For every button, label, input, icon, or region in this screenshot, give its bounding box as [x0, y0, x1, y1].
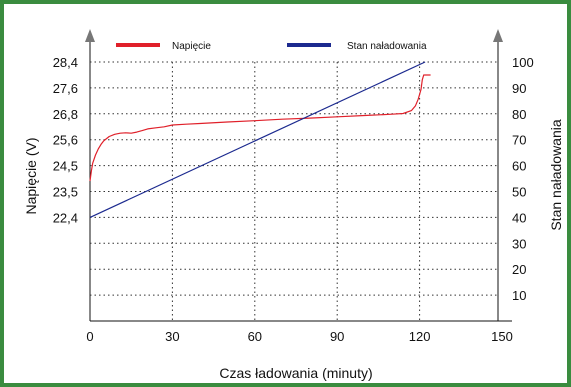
- y-right-tick-label: 90: [512, 81, 526, 96]
- y-right-tick-label: 10: [512, 288, 526, 303]
- y-right-tick-label: 30: [512, 236, 526, 251]
- y-right-tick-label: 70: [512, 133, 526, 148]
- y-left-tick-label: 25,6: [53, 133, 78, 148]
- left-axis-arrow: [85, 29, 95, 42]
- series: [89, 61, 431, 218]
- y-right-tick-label: 80: [512, 107, 526, 122]
- y-left-tick-label: 24,5: [53, 159, 78, 174]
- series-line-napiecie: [89, 74, 431, 182]
- legend: Napięcie Stan naładowania: [116, 41, 427, 52]
- y-right-tick-label: 20: [512, 262, 526, 277]
- x-tick-label: 150: [491, 329, 513, 344]
- y-right-tick-label: 50: [512, 185, 526, 200]
- y-left-tick-label: 27,6: [53, 81, 78, 96]
- x-tick-label: 0: [86, 329, 93, 344]
- x-axis-title: Czas ładowania (minuty): [219, 365, 372, 381]
- legend-label-stan: Stan naładowania: [347, 41, 427, 52]
- y-left-tick-label: 28,4: [53, 55, 78, 70]
- right-axis-arrow: [493, 29, 503, 42]
- y-left-tick-label: 23,5: [53, 185, 78, 200]
- x-tick-label: 90: [330, 329, 344, 344]
- y-left-tick-label: 22,4: [53, 210, 78, 225]
- x-tick-label: 60: [248, 329, 262, 344]
- series-line-stan-naladowania: [89, 61, 426, 218]
- x-tick-label: 120: [409, 329, 431, 344]
- grid: [90, 61, 498, 321]
- y-right-tick-label: 40: [512, 210, 526, 225]
- y-right-axis-title: Stan naładowania: [548, 119, 564, 231]
- y-right-tick-label: 60: [512, 159, 526, 174]
- y-left-tick-label: 26,8: [53, 107, 78, 122]
- ticks: 0 30 60 90 120 150 10 20 30 40 50 60 70 80 90 100 28,4 27…: [53, 55, 534, 344]
- y-right-tick-label: 100: [512, 55, 534, 70]
- y-left-axis-title: Napięcie (V): [23, 137, 39, 214]
- legend-label-napiecie: Napięcie: [172, 41, 211, 52]
- x-tick-label: 30: [165, 329, 179, 344]
